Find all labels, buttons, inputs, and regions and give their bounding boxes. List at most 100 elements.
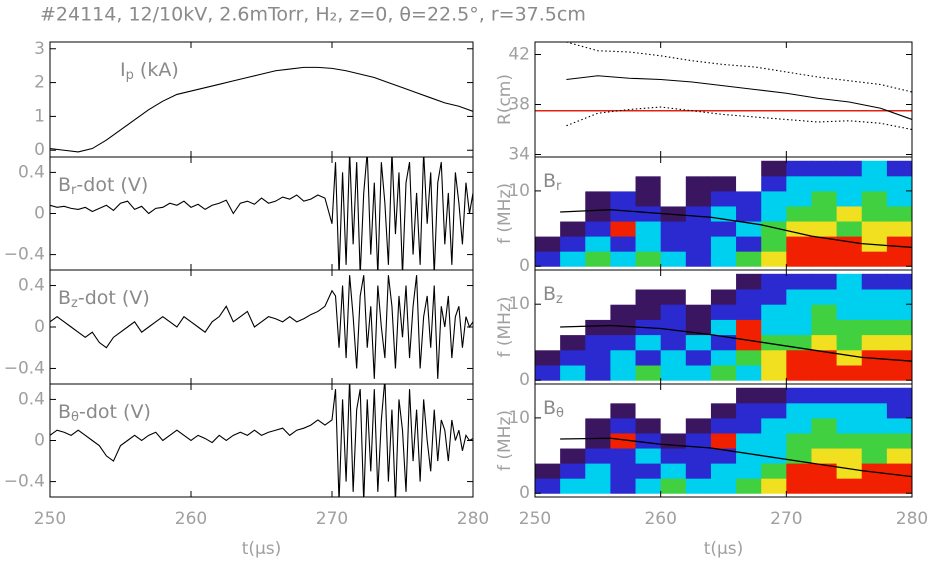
heat-cell bbox=[736, 205, 762, 222]
y-tick-label: −0.4 bbox=[4, 358, 45, 378]
heat-cell bbox=[761, 273, 787, 290]
heat-cell bbox=[736, 478, 762, 494]
heat-cell bbox=[585, 387, 611, 404]
heat-cell bbox=[635, 448, 662, 464]
heat-cell bbox=[761, 478, 787, 494]
heat-cell bbox=[660, 365, 687, 381]
annotation-sub: r bbox=[556, 179, 562, 194]
heat-cell bbox=[710, 273, 737, 290]
series-line bbox=[50, 157, 473, 270]
heat-cell bbox=[610, 190, 637, 207]
plot-area bbox=[535, 42, 912, 131]
heat-cell bbox=[560, 478, 586, 494]
heat-cell bbox=[710, 221, 737, 237]
heat-cell bbox=[685, 160, 712, 177]
heat-cell bbox=[660, 190, 687, 207]
heat-cell bbox=[535, 365, 561, 381]
heat-cell bbox=[560, 273, 586, 290]
heat-cell bbox=[736, 448, 762, 464]
heat-cell bbox=[811, 205, 838, 222]
heat-cell bbox=[660, 402, 687, 419]
heat-cell bbox=[761, 304, 787, 320]
heat-cell bbox=[861, 236, 888, 252]
plot-area bbox=[535, 387, 912, 494]
heat-cell bbox=[836, 319, 863, 336]
heat-cell bbox=[610, 432, 637, 449]
heat-cell bbox=[786, 478, 812, 494]
heat-cell bbox=[535, 160, 561, 177]
y-tick-label: 0 bbox=[34, 431, 45, 451]
heat-cell bbox=[535, 190, 561, 207]
heat-cell bbox=[811, 463, 838, 479]
heat-cell bbox=[761, 205, 787, 222]
heat-cell bbox=[635, 304, 662, 320]
heat-cell bbox=[660, 387, 687, 404]
x-tick-label: 250 bbox=[34, 509, 66, 529]
heat-cell bbox=[811, 304, 838, 320]
heat-cell bbox=[660, 273, 687, 290]
heat-cell bbox=[660, 319, 687, 336]
heat-cell bbox=[710, 448, 737, 464]
heat-cell bbox=[811, 273, 838, 290]
heat-cell bbox=[635, 160, 662, 177]
annotation-sub: r bbox=[71, 183, 77, 198]
heat-cell bbox=[585, 478, 611, 494]
heat-cell bbox=[761, 160, 787, 177]
annotation-rest: -dot (V) bbox=[76, 174, 148, 196]
y-tick-label: 0.4 bbox=[18, 389, 45, 409]
heat-cell bbox=[560, 236, 586, 252]
heat-cell bbox=[610, 334, 637, 351]
y-axis-label: f (MHz) bbox=[495, 410, 515, 471]
heat-cell bbox=[710, 365, 737, 381]
annotation-sub: z bbox=[556, 292, 563, 307]
heat-cell bbox=[836, 160, 863, 177]
heat-cell bbox=[610, 175, 637, 192]
heat-cell bbox=[710, 349, 737, 366]
heat-cell bbox=[685, 349, 712, 366]
heat-cell bbox=[786, 251, 812, 267]
heat-cell bbox=[660, 304, 687, 320]
heat-cell bbox=[610, 387, 637, 404]
y-tick-label: 0 bbox=[519, 256, 530, 276]
heat-cell bbox=[836, 334, 863, 351]
y-tick-label: 0 bbox=[34, 204, 45, 224]
heat-cell bbox=[635, 205, 662, 222]
annotation: Bθ bbox=[543, 397, 564, 421]
plot-area bbox=[535, 160, 912, 267]
x-tick-label: 250 bbox=[519, 509, 551, 529]
heat-cell bbox=[836, 448, 863, 464]
heat-cell bbox=[736, 334, 762, 351]
heat-cell bbox=[635, 236, 662, 252]
x-tick-label: 280 bbox=[896, 509, 928, 529]
heat-cell bbox=[886, 365, 912, 381]
heat-cell bbox=[811, 160, 838, 177]
heat-cell bbox=[710, 190, 737, 207]
heat-cell bbox=[786, 365, 812, 381]
annotation-main: B bbox=[543, 170, 556, 192]
heat-cell bbox=[610, 365, 637, 381]
heat-cell bbox=[836, 205, 863, 222]
heat-cell bbox=[761, 319, 787, 336]
y-tick-label: 3 bbox=[34, 39, 45, 59]
heat-cell bbox=[786, 304, 812, 320]
heat-cell bbox=[535, 402, 561, 419]
y-tick-label: 0 bbox=[34, 317, 45, 337]
heat-cell bbox=[660, 463, 687, 479]
y-tick-label: 2 bbox=[34, 73, 45, 93]
heat-cell bbox=[886, 175, 912, 192]
heat-cell bbox=[811, 478, 838, 494]
plot-area bbox=[50, 66, 473, 153]
heat-cell bbox=[710, 478, 737, 494]
heat-cell bbox=[710, 432, 737, 449]
heat-cell bbox=[736, 402, 762, 419]
annotation-sub: θ bbox=[71, 410, 79, 425]
heat-cell bbox=[710, 463, 737, 479]
heat-cell bbox=[786, 417, 812, 434]
heat-cell bbox=[736, 236, 762, 252]
heat-cell bbox=[635, 289, 662, 305]
heat-cell bbox=[660, 160, 687, 177]
heat-cell bbox=[560, 448, 586, 464]
heat-cell bbox=[886, 432, 912, 449]
annotation: Bθ-dot (V) bbox=[58, 401, 151, 425]
y-axis-label: f (MHz) bbox=[495, 296, 515, 357]
